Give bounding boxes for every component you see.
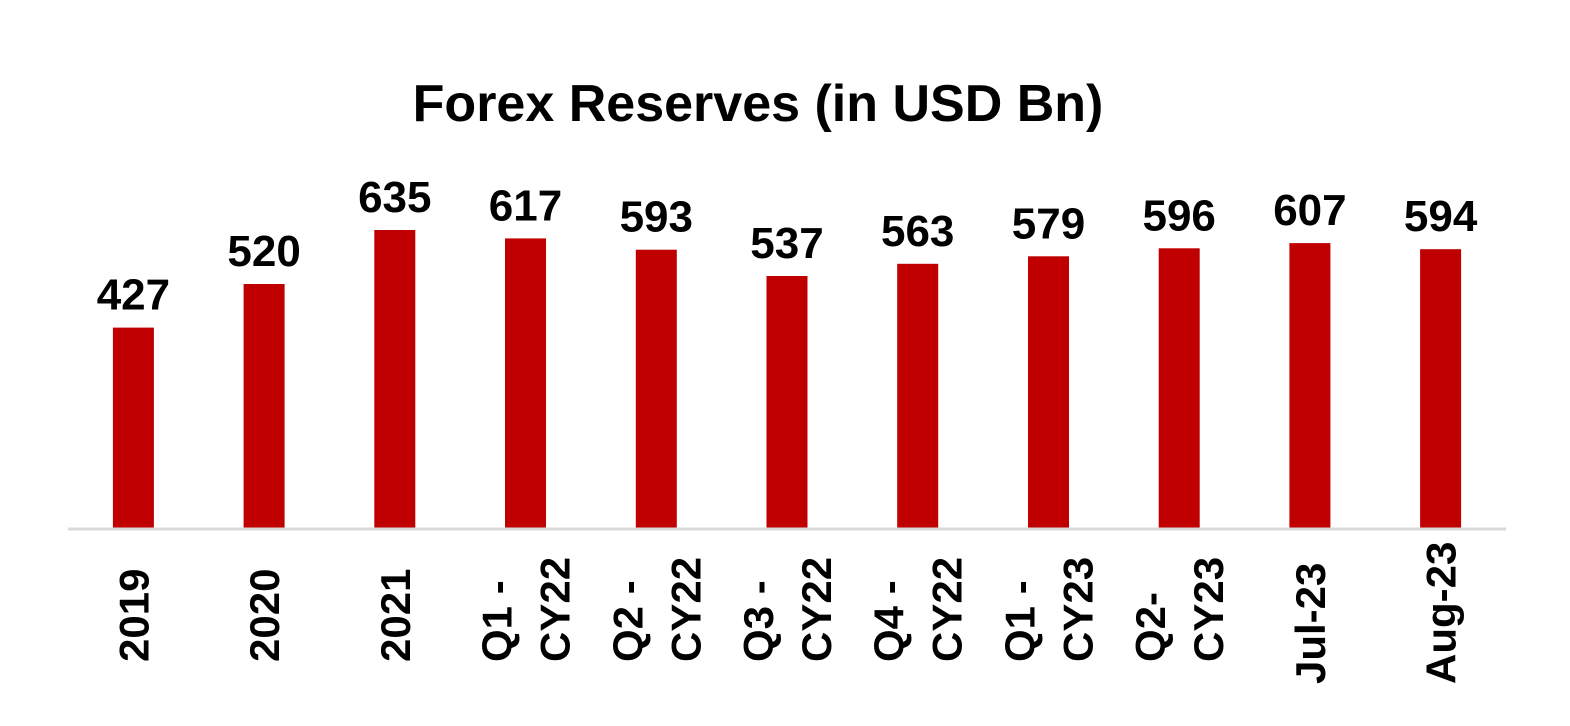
chart-title: Forex Reserves (in USD Bn) (412, 75, 1104, 133)
category-label-4: Q1 - CY22 (474, 557, 579, 662)
category-label-line: CY22 (793, 557, 840, 662)
category-label-10: Jul-23 (1287, 563, 1334, 684)
data-label-8: 579 (1012, 199, 1085, 248)
category-label-line: Q3 - (735, 580, 782, 662)
category-label-line: Jul-23 (1287, 563, 1334, 684)
category-label-line: 2020 (241, 569, 288, 662)
category-label-line: CY23 (1185, 557, 1232, 662)
bar-10 (1289, 243, 1331, 528)
bar-2 (243, 284, 285, 528)
category-labels-layer: 2019 2020 2021 Q1 - CY22 Q2 - CY22 Q3 - CY22 Q4 -… (110, 542, 1464, 684)
category-label-6: Q3 - CY22 (735, 557, 840, 662)
bar-1 (112, 327, 154, 528)
category-label-line: CY22 (924, 557, 971, 662)
category-label-1: 2019 (110, 569, 157, 662)
category-label-7: Q4 - CY22 (866, 557, 971, 662)
category-label-11: Aug-23 (1418, 542, 1465, 684)
data-label-4: 617 (489, 181, 562, 230)
category-label-line: 2019 (110, 569, 157, 662)
category-label-9: Q2- CY23 (1127, 557, 1232, 662)
data-label-10: 607 (1273, 186, 1346, 235)
data-label-5: 593 (620, 193, 693, 242)
data-label-11: 594 (1404, 192, 1478, 241)
bar-11 (1420, 249, 1462, 528)
category-label-line: Q4 - (866, 580, 913, 662)
category-label-line: Q1 - (474, 580, 521, 662)
category-label-line: Q2- (1127, 592, 1174, 662)
data-label-6: 537 (750, 219, 823, 268)
data-label-3: 635 (358, 173, 431, 222)
bar-8 (1028, 256, 1069, 528)
bar-9 (1158, 248, 1200, 529)
data-label-9: 596 (1142, 191, 1215, 240)
data-label-1: 427 (97, 271, 170, 320)
bar-7 (897, 263, 939, 528)
data-label-7: 563 (881, 207, 954, 256)
bar-6 (766, 276, 808, 528)
category-label-5: Q2 - CY22 (604, 557, 709, 662)
category-label-line: CY22 (662, 557, 709, 662)
bars-layer (112, 230, 1462, 529)
bar-4 (505, 238, 546, 528)
category-label-2: 2020 (241, 569, 288, 662)
value-labels-layer: 427 520 635 617 593 537 563 579 596 607 594 (97, 173, 1478, 320)
data-label-2: 520 (227, 227, 300, 276)
category-label-line: Aug-23 (1418, 542, 1465, 684)
category-label-line: CY22 (532, 557, 579, 662)
category-label-line: Q1 - (997, 580, 1044, 662)
category-label-3: 2021 (372, 569, 419, 662)
bar-3 (374, 230, 416, 528)
category-label-line: CY23 (1055, 557, 1102, 662)
bar-5 (635, 249, 677, 528)
category-label-8: Q1 - CY23 (997, 557, 1102, 662)
category-label-line: Q2 - (604, 580, 651, 662)
category-label-line: 2021 (372, 569, 419, 662)
